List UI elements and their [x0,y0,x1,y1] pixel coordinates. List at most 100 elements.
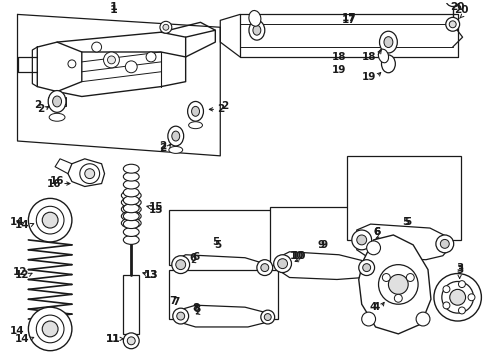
Text: 2: 2 [217,104,224,114]
Circle shape [367,241,381,255]
Text: 20: 20 [454,5,469,15]
Circle shape [278,259,288,269]
Circle shape [434,274,481,321]
Circle shape [441,239,449,248]
Text: 14: 14 [15,220,30,230]
Circle shape [459,281,466,288]
Polygon shape [357,224,450,260]
Circle shape [442,282,473,313]
Bar [169,270,278,319]
Text: 15: 15 [149,202,163,212]
Text: 16: 16 [50,176,64,185]
Text: 14: 14 [15,334,30,344]
Text: 18: 18 [332,52,346,62]
Circle shape [446,0,460,6]
Text: 17: 17 [342,15,356,25]
Circle shape [80,164,99,184]
Ellipse shape [192,107,199,116]
Text: 4: 4 [370,302,377,312]
Circle shape [406,274,414,282]
Ellipse shape [123,196,139,205]
Text: 18: 18 [362,52,376,62]
Ellipse shape [123,172,139,181]
Circle shape [352,230,371,250]
Text: 6: 6 [189,253,196,263]
Circle shape [362,312,375,326]
Text: 3: 3 [456,265,463,275]
Circle shape [436,235,454,253]
Ellipse shape [123,180,139,189]
Circle shape [363,264,370,271]
Ellipse shape [384,37,393,48]
Text: 11: 11 [106,334,121,344]
Circle shape [146,52,156,62]
Circle shape [359,260,374,275]
Circle shape [36,206,64,234]
Circle shape [459,307,466,314]
Circle shape [468,294,475,301]
Circle shape [394,294,402,302]
Ellipse shape [49,113,65,121]
Ellipse shape [382,55,395,73]
Ellipse shape [122,190,141,201]
Text: 1: 1 [110,3,117,13]
Ellipse shape [123,235,139,244]
Ellipse shape [253,25,261,35]
Text: 9: 9 [318,240,325,250]
Circle shape [450,289,465,305]
Polygon shape [176,255,268,278]
Circle shape [261,264,269,271]
Ellipse shape [249,21,265,40]
Text: 6: 6 [373,227,380,237]
Text: 8: 8 [193,304,200,314]
Text: 2: 2 [159,143,167,153]
Circle shape [257,260,273,275]
Circle shape [92,42,101,52]
Circle shape [443,286,450,293]
Circle shape [449,21,456,28]
Text: 2: 2 [221,102,229,111]
Ellipse shape [123,204,139,213]
Circle shape [173,308,189,324]
Ellipse shape [189,122,202,129]
Text: 14: 14 [10,217,25,227]
Text: 5: 5 [405,217,412,227]
Text: 6: 6 [373,227,380,237]
Ellipse shape [380,31,397,53]
Circle shape [123,333,139,349]
Ellipse shape [168,126,184,146]
Text: 12: 12 [13,266,28,276]
Circle shape [85,169,95,179]
Text: 16: 16 [47,179,61,189]
Ellipse shape [188,102,203,121]
Text: 2: 2 [34,100,41,111]
Text: 7: 7 [172,297,179,307]
Ellipse shape [122,197,141,207]
Text: 11: 11 [106,334,121,344]
Text: 10: 10 [290,251,305,261]
Ellipse shape [123,220,139,229]
Bar [347,156,461,240]
Bar [48,96,66,107]
Text: 5: 5 [212,237,219,247]
Circle shape [160,21,172,33]
Ellipse shape [52,96,62,107]
Text: 19: 19 [332,65,346,75]
Circle shape [357,235,367,245]
Circle shape [176,260,186,270]
Text: 9: 9 [320,240,328,250]
Text: 4: 4 [373,302,380,312]
Circle shape [103,52,120,68]
Text: 20: 20 [450,3,465,13]
Polygon shape [359,235,431,334]
Ellipse shape [48,91,66,112]
Text: 15: 15 [149,205,163,215]
Circle shape [28,198,72,242]
Polygon shape [68,159,104,186]
Ellipse shape [123,228,139,237]
Text: 12: 12 [15,270,30,279]
Polygon shape [176,305,272,327]
Circle shape [261,310,275,324]
Circle shape [107,56,116,64]
Circle shape [274,255,292,273]
